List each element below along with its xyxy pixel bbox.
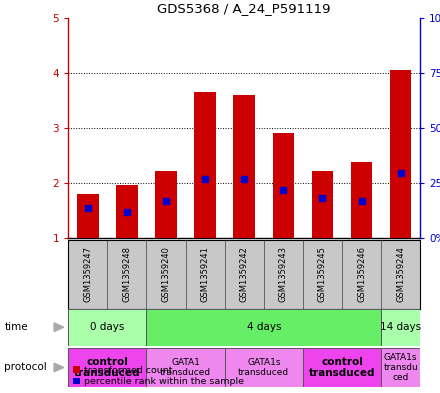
Text: GATA1s
transduced: GATA1s transduced (238, 358, 290, 377)
Text: GSM1359242: GSM1359242 (240, 246, 249, 302)
Polygon shape (54, 363, 64, 372)
Bar (147, 348, 225, 387)
Bar (303, 348, 381, 387)
Text: GSM1359245: GSM1359245 (318, 246, 327, 302)
Text: GSM1359246: GSM1359246 (357, 246, 366, 302)
Text: GSM1359243: GSM1359243 (279, 246, 288, 302)
Text: control
transduced: control transduced (74, 357, 140, 378)
Text: control
transduced: control transduced (309, 357, 375, 378)
Bar (381, 309, 420, 346)
Text: GSM1359240: GSM1359240 (161, 246, 170, 302)
Text: 4 days: 4 days (246, 322, 281, 332)
Text: protocol: protocol (4, 362, 47, 373)
Bar (155, 171, 177, 238)
Text: time: time (4, 322, 28, 332)
Text: GSM1359241: GSM1359241 (201, 246, 209, 302)
Text: GATA1
transduced: GATA1 transduced (160, 358, 211, 377)
Bar (147, 309, 381, 346)
Legend: transformed count, percentile rank within the sample: transformed count, percentile rank withi… (73, 366, 244, 386)
Text: GSM1359244: GSM1359244 (396, 246, 405, 302)
Text: GSM1359247: GSM1359247 (83, 246, 92, 302)
Title: GDS5368 / A_24_P591119: GDS5368 / A_24_P591119 (158, 2, 331, 15)
Bar (68, 309, 147, 346)
Polygon shape (54, 323, 64, 332)
Bar (225, 348, 303, 387)
Bar (116, 185, 138, 238)
Bar (234, 95, 255, 238)
Bar (77, 194, 99, 238)
Text: 14 days: 14 days (380, 322, 421, 332)
Bar (351, 162, 372, 238)
Text: 0 days: 0 days (90, 322, 125, 332)
Bar (272, 133, 294, 238)
Bar (194, 92, 216, 238)
Bar (381, 348, 420, 387)
Bar (390, 70, 411, 238)
Text: GATA1s
transdu
ced: GATA1s transdu ced (383, 353, 418, 382)
Bar (312, 171, 333, 238)
Bar (68, 348, 147, 387)
Text: GSM1359248: GSM1359248 (122, 246, 132, 302)
